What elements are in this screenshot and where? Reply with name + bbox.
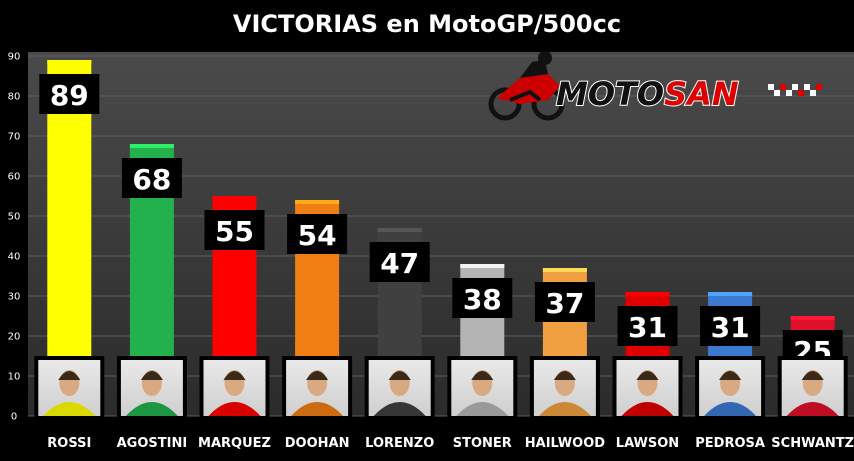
bar-highlight (295, 200, 340, 204)
logo-text: MOTOSAN (556, 75, 739, 113)
rider-photos (34, 356, 848, 418)
data-label: 38 (463, 283, 502, 316)
y-tick-label: 70 (8, 132, 21, 143)
x-axis: ROSSI AGOSTINI MARQUEZ DOOHAN LORENZO STONER H… (47, 436, 854, 451)
data-label: 89 (50, 79, 89, 112)
y-tick-label: 30 (8, 292, 21, 303)
data-label: 55 (215, 215, 254, 248)
data-label-box (287, 214, 348, 254)
rider-portrait-icon (447, 356, 518, 418)
motorcycle-rider-icon (488, 51, 565, 121)
y-tick-label: 80 (8, 92, 21, 103)
y-tick-label: 90 (8, 52, 21, 63)
rider-portrait-icon (34, 356, 105, 418)
y-tick-label: 60 (8, 172, 21, 183)
y-tick-label: 10 (8, 372, 21, 383)
x-tick-label: DOOHAN (285, 436, 350, 451)
x-tick-label: HAILWOOD (525, 436, 605, 451)
rider-portrait-icon (695, 356, 766, 418)
x-tick-label: LAWSON (616, 436, 679, 451)
x-tick-label: ROSSI (47, 436, 91, 451)
checkered-flag-icon (768, 84, 822, 96)
data-label-box (369, 242, 430, 282)
y-tick-label: 0 (11, 412, 17, 423)
bar-highlight (790, 316, 835, 320)
data-label: 47 (380, 247, 419, 280)
x-tick-label: SCHWANTZ (771, 436, 854, 451)
data-label-box (121, 158, 182, 198)
data-label-box (452, 278, 513, 318)
rider-portrait-icon (364, 356, 435, 418)
y-tick-label: 40 (8, 252, 21, 263)
data-label: 31 (711, 311, 750, 344)
chart-title: VICTORIAS en MotoGP/500cc (233, 10, 621, 38)
x-tick-label: STONER (453, 436, 512, 451)
rider-portrait-icon (777, 356, 848, 418)
data-label: 54 (298, 219, 337, 252)
x-tick-label: PEDROSA (695, 436, 765, 451)
bar-highlight (625, 292, 670, 296)
data-label-box (39, 74, 100, 114)
rider-portrait-icon (529, 356, 600, 418)
data-label-box (204, 210, 265, 250)
bar-highlight (542, 268, 587, 272)
motosan-logo: MOTOSAN (488, 51, 822, 121)
data-label-box (700, 306, 761, 346)
y-tick-label: 20 (8, 332, 21, 343)
bar-highlight (708, 292, 753, 296)
data-label: 68 (132, 163, 171, 196)
bar-highlight (47, 60, 92, 64)
data-label-box (617, 306, 678, 346)
y-axis: 0 10 20 30 40 50 60 70 80 90 (8, 52, 21, 423)
bar-highlight (460, 264, 505, 268)
bar-highlight (377, 228, 422, 232)
data-label: 31 (628, 311, 667, 344)
y-tick-label: 50 (8, 212, 21, 223)
x-tick-label: AGOSTINI (117, 436, 188, 451)
rider-portrait-icon (282, 356, 353, 418)
bar-highlight (129, 144, 174, 148)
x-tick-label: MARQUEZ (198, 436, 271, 451)
bar-highlight (212, 196, 257, 200)
data-label: 37 (545, 287, 584, 320)
data-label-box (534, 282, 595, 322)
rider-portrait-icon (116, 356, 187, 418)
rider-portrait-icon (199, 356, 270, 418)
x-tick-label: LORENZO (365, 436, 434, 451)
rider-portrait-icon (612, 356, 683, 418)
